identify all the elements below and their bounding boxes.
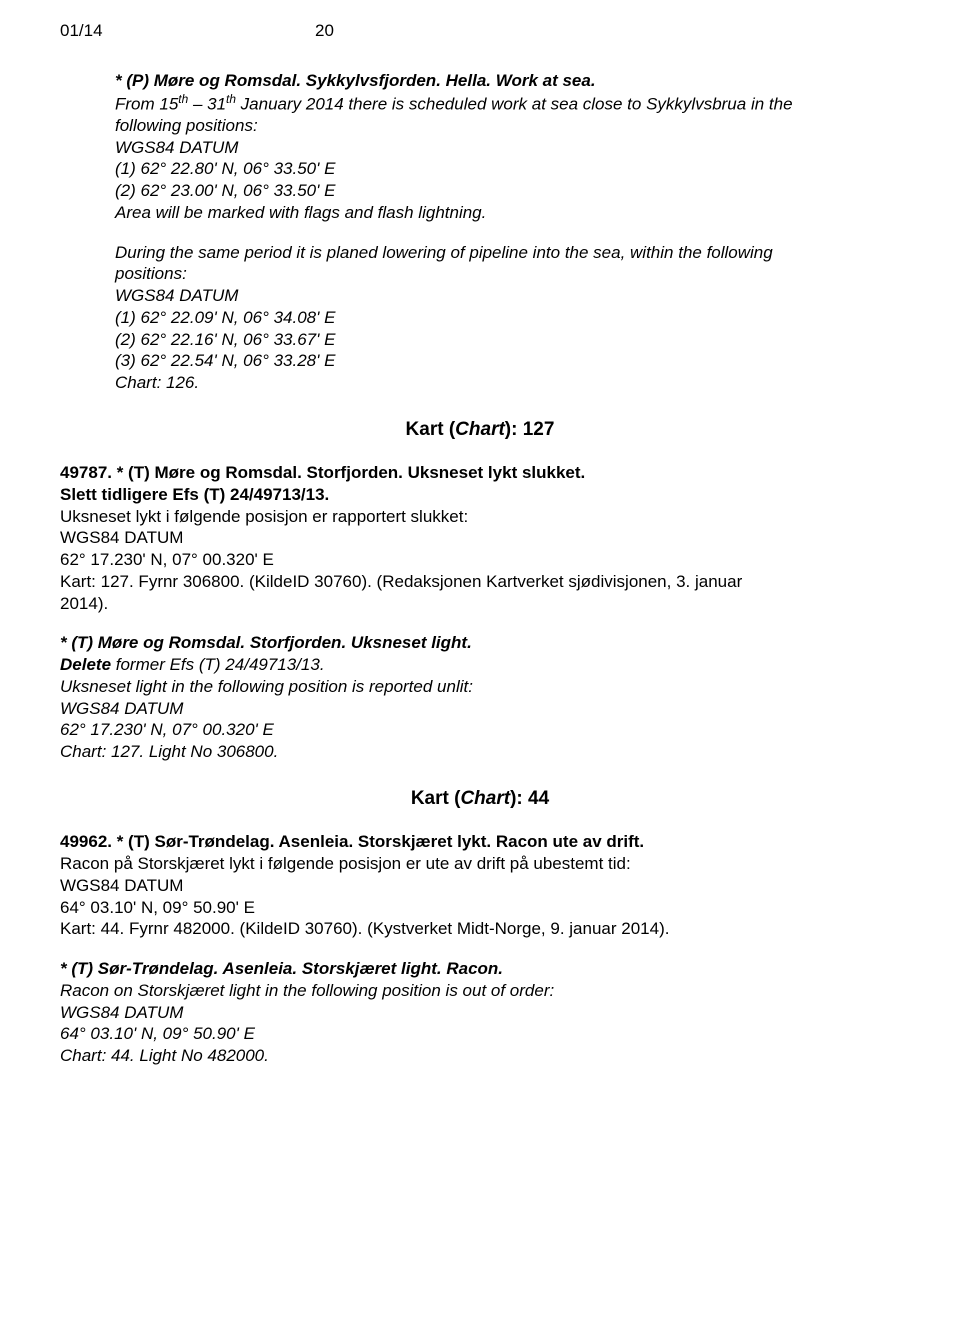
coord-line: (3) 62° 22.54' N, 06° 33.28' E (115, 350, 900, 372)
chart-ref: Chart: 44. Light No 482000. (60, 1045, 900, 1067)
text: Chart (455, 419, 505, 440)
notice-line: WGS84 DATUM (60, 527, 900, 549)
notice-line: Racon på Storskjæret lykt i følgende pos… (60, 853, 900, 875)
text: ): 127 (505, 419, 555, 440)
notice-p-more-romsdal-part2: During the same period it is planed lowe… (115, 242, 900, 394)
header-page-number: 20 (315, 20, 334, 42)
notice-line: following positions: (115, 115, 900, 137)
notice-line: positions: (115, 263, 900, 285)
notice-line: Kart: 127. Fyrnr 306800. (KildeID 30760)… (60, 571, 900, 593)
notice-line: WGS84 DATUM (60, 875, 900, 897)
coord-line: (1) 62° 22.09' N, 06° 34.08' E (115, 307, 900, 329)
notice-49787-en: * (T) Møre og Romsdal. Storfjorden. Uksn… (60, 632, 900, 763)
coord-line: (2) 62° 22.16' N, 06° 33.67' E (115, 329, 900, 351)
notice-p-more-romsdal: * (P) Møre og Romsdal. Sykkylvsfjorden. … (115, 70, 900, 224)
notice-title: * (T) Sør-Trøndelag. Asenleia. Storskjær… (60, 958, 900, 980)
notice-title: * (P) Møre og Romsdal. Sykkylvsfjorden. … (115, 70, 900, 92)
notice-line: 2014). (60, 593, 900, 615)
sup: th (226, 92, 236, 106)
page-header: 01/14 20 (60, 20, 900, 42)
notice-line: Uksneset light in the following position… (60, 676, 900, 698)
notice-line: WGS84 DATUM (60, 1002, 900, 1024)
notice-line: Racon on Storskjæret light in the follow… (60, 980, 900, 1002)
notice-line: WGS84 DATUM (115, 285, 900, 307)
text: former Efs (T) 24/49713/13. (111, 655, 325, 674)
sup: th (178, 92, 188, 106)
text: From 15 (115, 94, 178, 113)
coord-line: 62° 17.230' N, 07° 00.320' E (60, 549, 900, 571)
chart-heading-127: Kart (Chart): 127 (60, 418, 900, 442)
coord-line: 64° 03.10' N, 09° 50.90' E (60, 897, 900, 919)
notice-line: Slett tidligere Efs (T) 24/49713/13. (60, 484, 900, 506)
text: – 31 (188, 94, 226, 113)
chart-heading-44: Kart (Chart): 44 (60, 787, 900, 811)
coord-line: 64° 03.10' N, 09° 50.90' E (60, 1023, 900, 1045)
notice-title: 49962. * (T) Sør-Trøndelag. Asenleia. St… (60, 831, 900, 853)
notice-line: Uksneset lykt i følgende posisjon er rap… (60, 506, 900, 528)
text: Kart ( (411, 788, 461, 809)
text: Chart (460, 788, 510, 809)
text: January 2014 there is scheduled work at … (236, 94, 793, 113)
notice-title: 49787. * (T) Møre og Romsdal. Storfjorde… (60, 462, 900, 484)
notice-49787-no: 49787. * (T) Møre og Romsdal. Storfjorde… (60, 462, 900, 614)
notice-line: From 15th – 31th January 2014 there is s… (115, 92, 900, 115)
notice-line: Kart: 44. Fyrnr 482000. (KildeID 30760).… (60, 918, 900, 940)
notice-title: * (T) Møre og Romsdal. Storfjorden. Uksn… (60, 632, 900, 654)
notice-line: Delete former Efs (T) 24/49713/13. (60, 654, 900, 676)
notice-49962-en: * (T) Sør-Trøndelag. Asenleia. Storskjær… (60, 958, 900, 1067)
chart-ref: Chart: 126. (115, 372, 900, 394)
text: Delete (60, 655, 111, 674)
chart-ref: Chart: 127. Light No 306800. (60, 741, 900, 763)
coord-line: (1) 62° 22.80' N, 06° 33.50' E (115, 158, 900, 180)
coord-line: 62° 17.230' N, 07° 00.320' E (60, 719, 900, 741)
text: Kart ( (406, 419, 456, 440)
notice-line: WGS84 DATUM (60, 698, 900, 720)
text: ): 44 (510, 788, 549, 809)
header-left: 01/14 (60, 20, 315, 42)
notice-line: Area will be marked with flags and flash… (115, 202, 900, 224)
notice-line: WGS84 DATUM (115, 137, 900, 159)
coord-line: (2) 62° 23.00' N, 06° 33.50' E (115, 180, 900, 202)
notice-49962-no: 49962. * (T) Sør-Trøndelag. Asenleia. St… (60, 831, 900, 940)
notice-line: During the same period it is planed lowe… (115, 242, 900, 264)
